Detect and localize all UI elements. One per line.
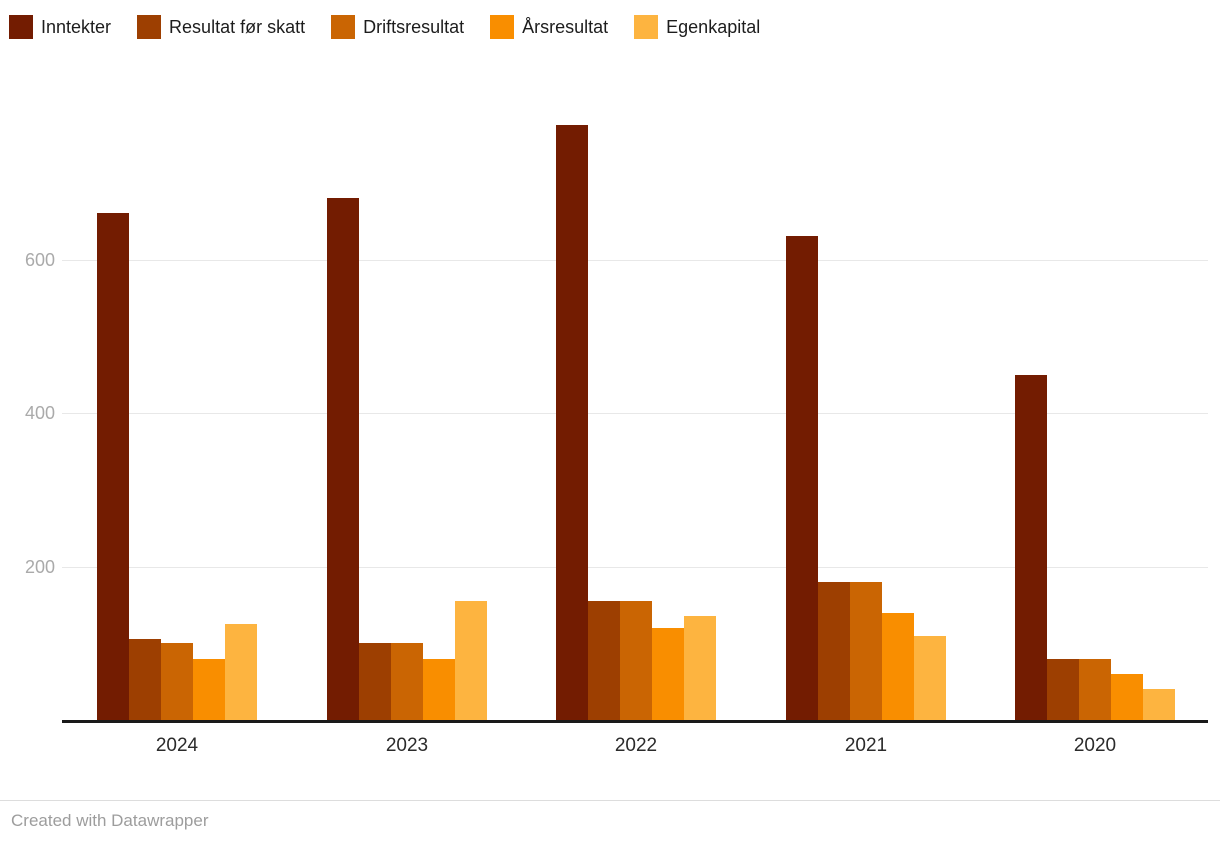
x-axis-tick-label-2021: 2021 <box>844 735 888 756</box>
bar-2024--rsresultat[interactable] <box>193 659 225 720</box>
bar-2023-inntekter[interactable] <box>327 198 359 720</box>
y-axis-tick-label: 200 <box>24 557 55 577</box>
legend-item-1: Inntekter <box>9 15 111 39</box>
bar-2022-egenkapital[interactable] <box>684 616 716 720</box>
bar-2024-driftsresultat[interactable] <box>161 643 193 720</box>
bar-2020-driftsresultat[interactable] <box>1079 659 1111 720</box>
bar-2023-driftsresultat[interactable] <box>391 643 423 720</box>
bar-2020-resultat-f-r-skatt[interactable] <box>1047 659 1079 720</box>
bar-2024-resultat-f-r-skatt[interactable] <box>129 639 161 720</box>
legend-swatch-icon <box>9 15 33 39</box>
bar-2022--rsresultat[interactable] <box>652 628 684 720</box>
bar-2023-resultat-f-r-skatt[interactable] <box>359 643 391 720</box>
legend-item-4: Årsresultat <box>490 15 608 39</box>
legend-label: Driftsresultat <box>363 17 465 37</box>
bar-2022-inntekter[interactable] <box>556 125 588 720</box>
bar-2020--rsresultat[interactable] <box>1111 674 1143 720</box>
bar-2022-driftsresultat[interactable] <box>620 601 652 720</box>
legend-label: Resultat før skatt <box>169 17 306 37</box>
chart-legend: Inntekter Resultat før skatt Driftsresulta… <box>9 15 786 39</box>
bar-2021-driftsresultat[interactable] <box>850 582 882 720</box>
x-axis-line <box>62 720 1208 723</box>
x-axis-tick-label-2020: 2020 <box>1073 735 1117 756</box>
bar-2024-inntekter[interactable] <box>97 213 129 720</box>
x-axis-tick-label-2023: 2023 <box>385 735 429 756</box>
y-axis-tick-label: 400 <box>24 403 55 423</box>
legend-swatch-icon <box>331 15 356 39</box>
bar-2020-inntekter[interactable] <box>1015 375 1047 720</box>
footer-divider <box>0 800 1220 801</box>
legend-label: Egenkapital <box>666 17 761 37</box>
legend-label: Inntekter <box>41 17 112 37</box>
bar-2020-egenkapital[interactable] <box>1143 689 1175 720</box>
legend-item-5: Egenkapital <box>634 15 760 39</box>
bar-2022-resultat-f-r-skatt[interactable] <box>588 601 620 720</box>
bar-2023-egenkapital[interactable] <box>455 601 487 720</box>
gridline-200 <box>62 567 1208 568</box>
y-axis-tick-label: 600 <box>24 250 55 270</box>
x-axis-tick-label-2024: 2024 <box>155 735 199 756</box>
footer-credit-text: Created with Datawrapper <box>11 811 209 830</box>
legend-swatch-icon <box>490 15 515 39</box>
bar-2021--rsresultat[interactable] <box>882 613 914 720</box>
gridline-400 <box>62 413 1208 414</box>
bar-2023--rsresultat[interactable] <box>423 659 455 720</box>
legend-item-3: Driftsresultat <box>331 15 464 39</box>
legend-swatch-icon <box>634 15 659 39</box>
legend-swatch-icon <box>137 15 162 39</box>
bar-2021-inntekter[interactable] <box>786 236 818 720</box>
x-axis-tick-label-2022: 2022 <box>614 735 658 756</box>
bar-2021-resultat-f-r-skatt[interactable] <box>818 582 850 720</box>
bar-2024-egenkapital[interactable] <box>225 624 257 720</box>
legend-label: Årsresultat <box>522 17 609 37</box>
bar-2021-egenkapital[interactable] <box>914 636 946 720</box>
gridline-600 <box>62 260 1208 261</box>
legend-item-2: Resultat før skatt <box>137 15 305 39</box>
